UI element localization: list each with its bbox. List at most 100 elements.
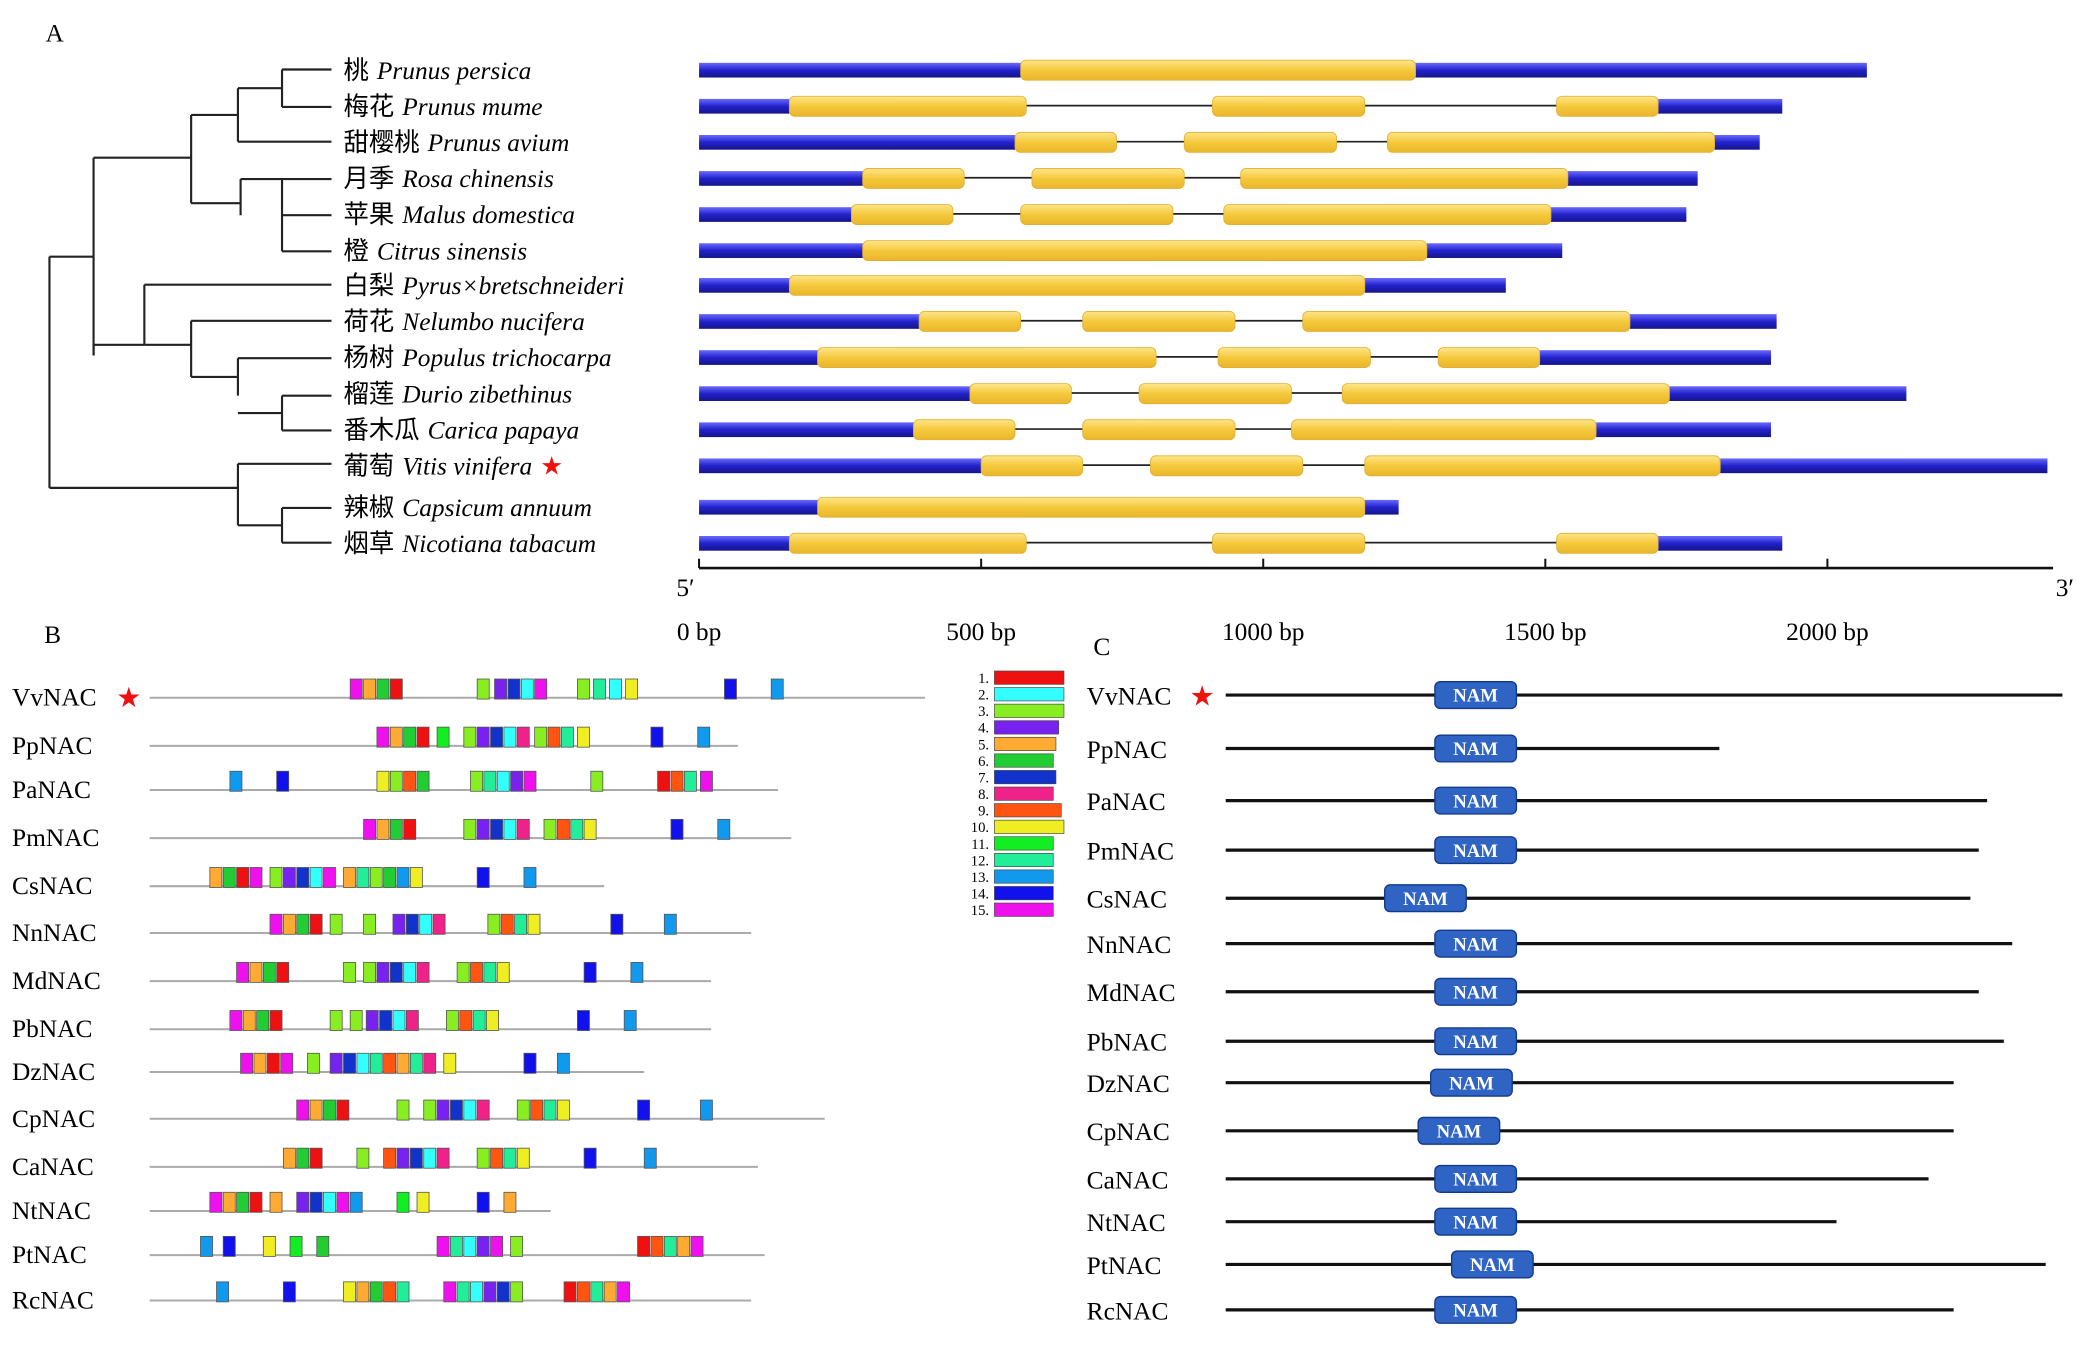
nam-domain-box — [1434, 977, 1518, 1006]
species-label: 月季 Rosa chinensis — [344, 165, 554, 193]
motif-legend-number: 10. — [971, 820, 989, 836]
species-latin-name: Nicotiana tabacum — [401, 530, 596, 558]
motif-box — [222, 1235, 236, 1257]
species-latin-name: Nelumbo nucifera — [401, 308, 585, 336]
utr-3prime — [1567, 171, 1698, 186]
motif-box — [510, 1235, 524, 1257]
motif-box — [476, 1099, 490, 1121]
motif-legend-swatch — [994, 836, 1054, 851]
species-latin-name: Capsicum annuum — [402, 494, 592, 522]
motif-box — [670, 818, 684, 840]
motif-box — [289, 1235, 303, 1257]
protein-name-label: PmNAC — [1087, 837, 1174, 865]
species-chinese-name: 榴莲 — [344, 380, 395, 408]
species-chinese-name: 白梨 — [344, 272, 395, 300]
species-latin-name: Vitis vinifera — [402, 453, 532, 481]
utr-5prime — [699, 62, 1021, 78]
gene-model — [699, 204, 1687, 225]
species-latin-name: Pyrus×bretschneideri — [401, 272, 624, 300]
panel-a-label: A — [45, 19, 64, 47]
species-chinese-name: 梅花 — [344, 93, 395, 121]
motif-box — [523, 867, 537, 888]
panel-b-label: B — [44, 621, 61, 649]
motif-box — [623, 1010, 637, 1031]
tree-branch — [191, 88, 332, 143]
protein-name-label: RcNAC — [12, 1287, 94, 1315]
motif-box — [476, 726, 490, 748]
motif-box — [383, 1052, 397, 1074]
motif-box — [392, 1010, 406, 1031]
exon-block — [817, 347, 1157, 368]
motif-box — [296, 1147, 310, 1169]
motif-box — [476, 678, 490, 700]
motif-box — [603, 1281, 617, 1303]
motif-box — [329, 1010, 343, 1031]
nam-domain-box — [1434, 734, 1518, 763]
motif-legend-number: 12. — [971, 853, 989, 869]
motif-box — [349, 1191, 363, 1213]
utr-5prime — [699, 499, 818, 515]
species-latin-name: Durio zibethinus — [401, 380, 572, 408]
motif-box — [229, 770, 243, 792]
protein-name-label: VvNAC — [1087, 682, 1172, 710]
motif-box — [470, 770, 483, 792]
utr-3prime — [1629, 314, 1777, 329]
tree-branch — [237, 68, 332, 108]
exon-block — [913, 419, 1016, 441]
utr-5prime — [699, 350, 818, 365]
motif-box — [590, 1281, 604, 1303]
motif-box — [276, 770, 290, 792]
gene-model — [699, 168, 1698, 189]
motif-box — [543, 1099, 557, 1121]
motif-box — [396, 1052, 410, 1074]
motif-box — [476, 1235, 490, 1257]
motif-box — [216, 1281, 229, 1303]
exon-block — [1149, 455, 1304, 477]
motif-legend-number: 4. — [978, 721, 989, 737]
species-label: 荷花 Nelumbo nucifera — [344, 308, 585, 336]
species-label: 葡萄 Vitis vinifera ★ — [344, 453, 563, 481]
motif-box — [389, 818, 403, 840]
motif-box — [323, 1191, 336, 1213]
motif-box — [516, 1099, 530, 1121]
motif-box — [296, 867, 310, 888]
motif-box — [416, 726, 430, 748]
motif-box — [543, 818, 557, 840]
species-chinese-name: 月季 — [344, 165, 395, 193]
motif-box — [416, 961, 430, 983]
protein-name-label: DzNAC — [12, 1058, 95, 1086]
protein-name-label: CsNAC — [1087, 886, 1167, 914]
motif-legend-number: 15. — [971, 903, 989, 919]
motif-box — [443, 1052, 457, 1074]
exon-block — [1031, 168, 1185, 189]
motif-box — [222, 1191, 236, 1213]
protein-name-label: PmNAC — [12, 824, 99, 852]
motif-legend-number: 9. — [978, 804, 989, 820]
protein-name-label: PpNAC — [1087, 736, 1167, 764]
utr-3prime — [1550, 207, 1687, 222]
gene-model — [699, 240, 1563, 262]
motif-box — [514, 913, 528, 935]
exon-block — [969, 383, 1072, 405]
motif-box — [343, 961, 356, 983]
exon-block — [1082, 419, 1236, 441]
motif-box — [423, 1099, 437, 1121]
motif-box — [472, 1010, 486, 1031]
nam-domain-label: NAM — [1453, 1170, 1498, 1191]
gene-model — [699, 419, 1771, 441]
motif-box — [282, 867, 296, 888]
motif-box — [423, 1052, 437, 1074]
motif-box — [534, 726, 548, 748]
nam-domain-label: NAM — [1453, 739, 1498, 760]
motif-box — [436, 726, 450, 748]
motif-box — [663, 1235, 677, 1257]
motif-legend-number: 11. — [971, 837, 989, 853]
motif-box — [483, 770, 497, 792]
motif-box — [570, 818, 584, 840]
motif-box — [365, 1010, 379, 1031]
protein-name-label: NtNAC — [12, 1197, 91, 1225]
motif-box — [240, 1052, 254, 1074]
motif-box — [650, 726, 664, 748]
motif-legend-swatch — [994, 869, 1054, 884]
